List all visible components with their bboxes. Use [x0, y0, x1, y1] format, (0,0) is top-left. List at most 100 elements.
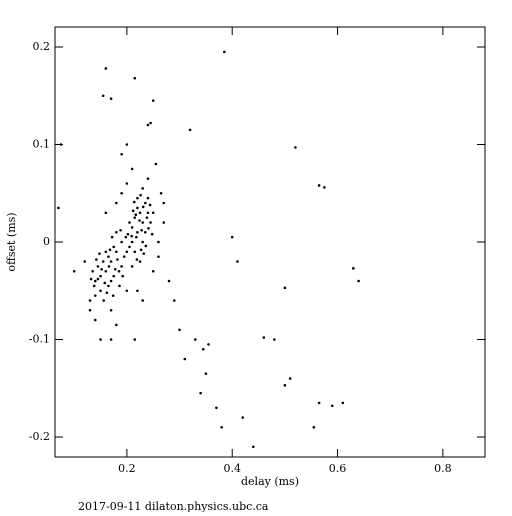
point [341, 401, 345, 405]
point [115, 201, 118, 205]
point [112, 274, 116, 278]
point [120, 240, 123, 244]
point [141, 187, 144, 190]
point [92, 284, 96, 288]
point [95, 258, 98, 261]
point [317, 184, 321, 187]
point [114, 268, 117, 271]
point [283, 286, 287, 290]
x-tick-label: 0.8 [434, 462, 452, 475]
point [183, 357, 187, 361]
point [120, 265, 123, 268]
y-tick-label: -0.1 [29, 333, 50, 346]
point [141, 299, 144, 302]
point [144, 244, 148, 248]
point [88, 299, 92, 302]
point [88, 308, 92, 312]
point [72, 269, 76, 273]
point [99, 274, 102, 278]
point [317, 401, 321, 405]
point [288, 377, 292, 380]
point [109, 279, 113, 283]
point [117, 269, 121, 273]
point [154, 162, 158, 166]
point [151, 211, 155, 215]
y-axis-label: offset (ms) [5, 212, 18, 271]
point [201, 347, 205, 351]
point [141, 205, 145, 209]
point [159, 191, 163, 195]
point [294, 146, 297, 149]
point [133, 250, 137, 254]
point [138, 211, 142, 215]
point [57, 206, 60, 210]
point [141, 240, 144, 244]
x-tick-label: 0.6 [329, 462, 347, 475]
point [109, 260, 113, 263]
point [104, 67, 108, 70]
point [136, 206, 139, 210]
point [223, 50, 226, 54]
point [119, 228, 122, 232]
point [150, 232, 154, 236]
point [130, 226, 134, 229]
point [102, 299, 106, 302]
x-axis-label: delay (ms) [241, 475, 299, 488]
point [283, 384, 287, 387]
y-tick-label: 0.2 [33, 40, 51, 53]
point [134, 213, 138, 216]
point [100, 268, 103, 271]
point [241, 416, 245, 419]
point [93, 294, 97, 297]
point [146, 211, 150, 215]
point [125, 143, 129, 146]
point [132, 200, 136, 204]
point [133, 76, 137, 80]
point [172, 299, 176, 302]
point [110, 235, 114, 239]
point [138, 260, 142, 263]
point [136, 289, 139, 293]
point [352, 267, 355, 270]
point [133, 338, 137, 341]
point [139, 193, 142, 197]
point [130, 167, 134, 171]
point [135, 258, 139, 261]
point [146, 196, 150, 200]
point [59, 143, 63, 146]
point [120, 191, 123, 195]
point [130, 234, 133, 238]
point [104, 211, 108, 215]
point [121, 274, 124, 278]
point [96, 265, 100, 268]
point [126, 232, 130, 236]
point [141, 221, 144, 224]
point [107, 265, 111, 268]
point [162, 201, 166, 205]
point [147, 227, 150, 230]
point [116, 258, 119, 261]
point [115, 250, 118, 254]
y-tick-label: 0 [43, 235, 50, 248]
point [151, 99, 155, 102]
point [93, 279, 97, 283]
point [142, 252, 146, 256]
point [104, 250, 108, 254]
point [251, 445, 255, 449]
y-tick-label: -0.2 [29, 430, 50, 443]
point [103, 281, 107, 285]
point [112, 245, 116, 249]
point [357, 279, 360, 283]
point [107, 284, 110, 288]
point [230, 235, 234, 239]
point [96, 277, 100, 281]
point [273, 338, 276, 341]
point [162, 221, 166, 224]
point [125, 250, 129, 254]
point [118, 284, 121, 288]
point [99, 289, 102, 293]
point [130, 240, 134, 244]
point [199, 391, 202, 395]
point [99, 338, 102, 341]
